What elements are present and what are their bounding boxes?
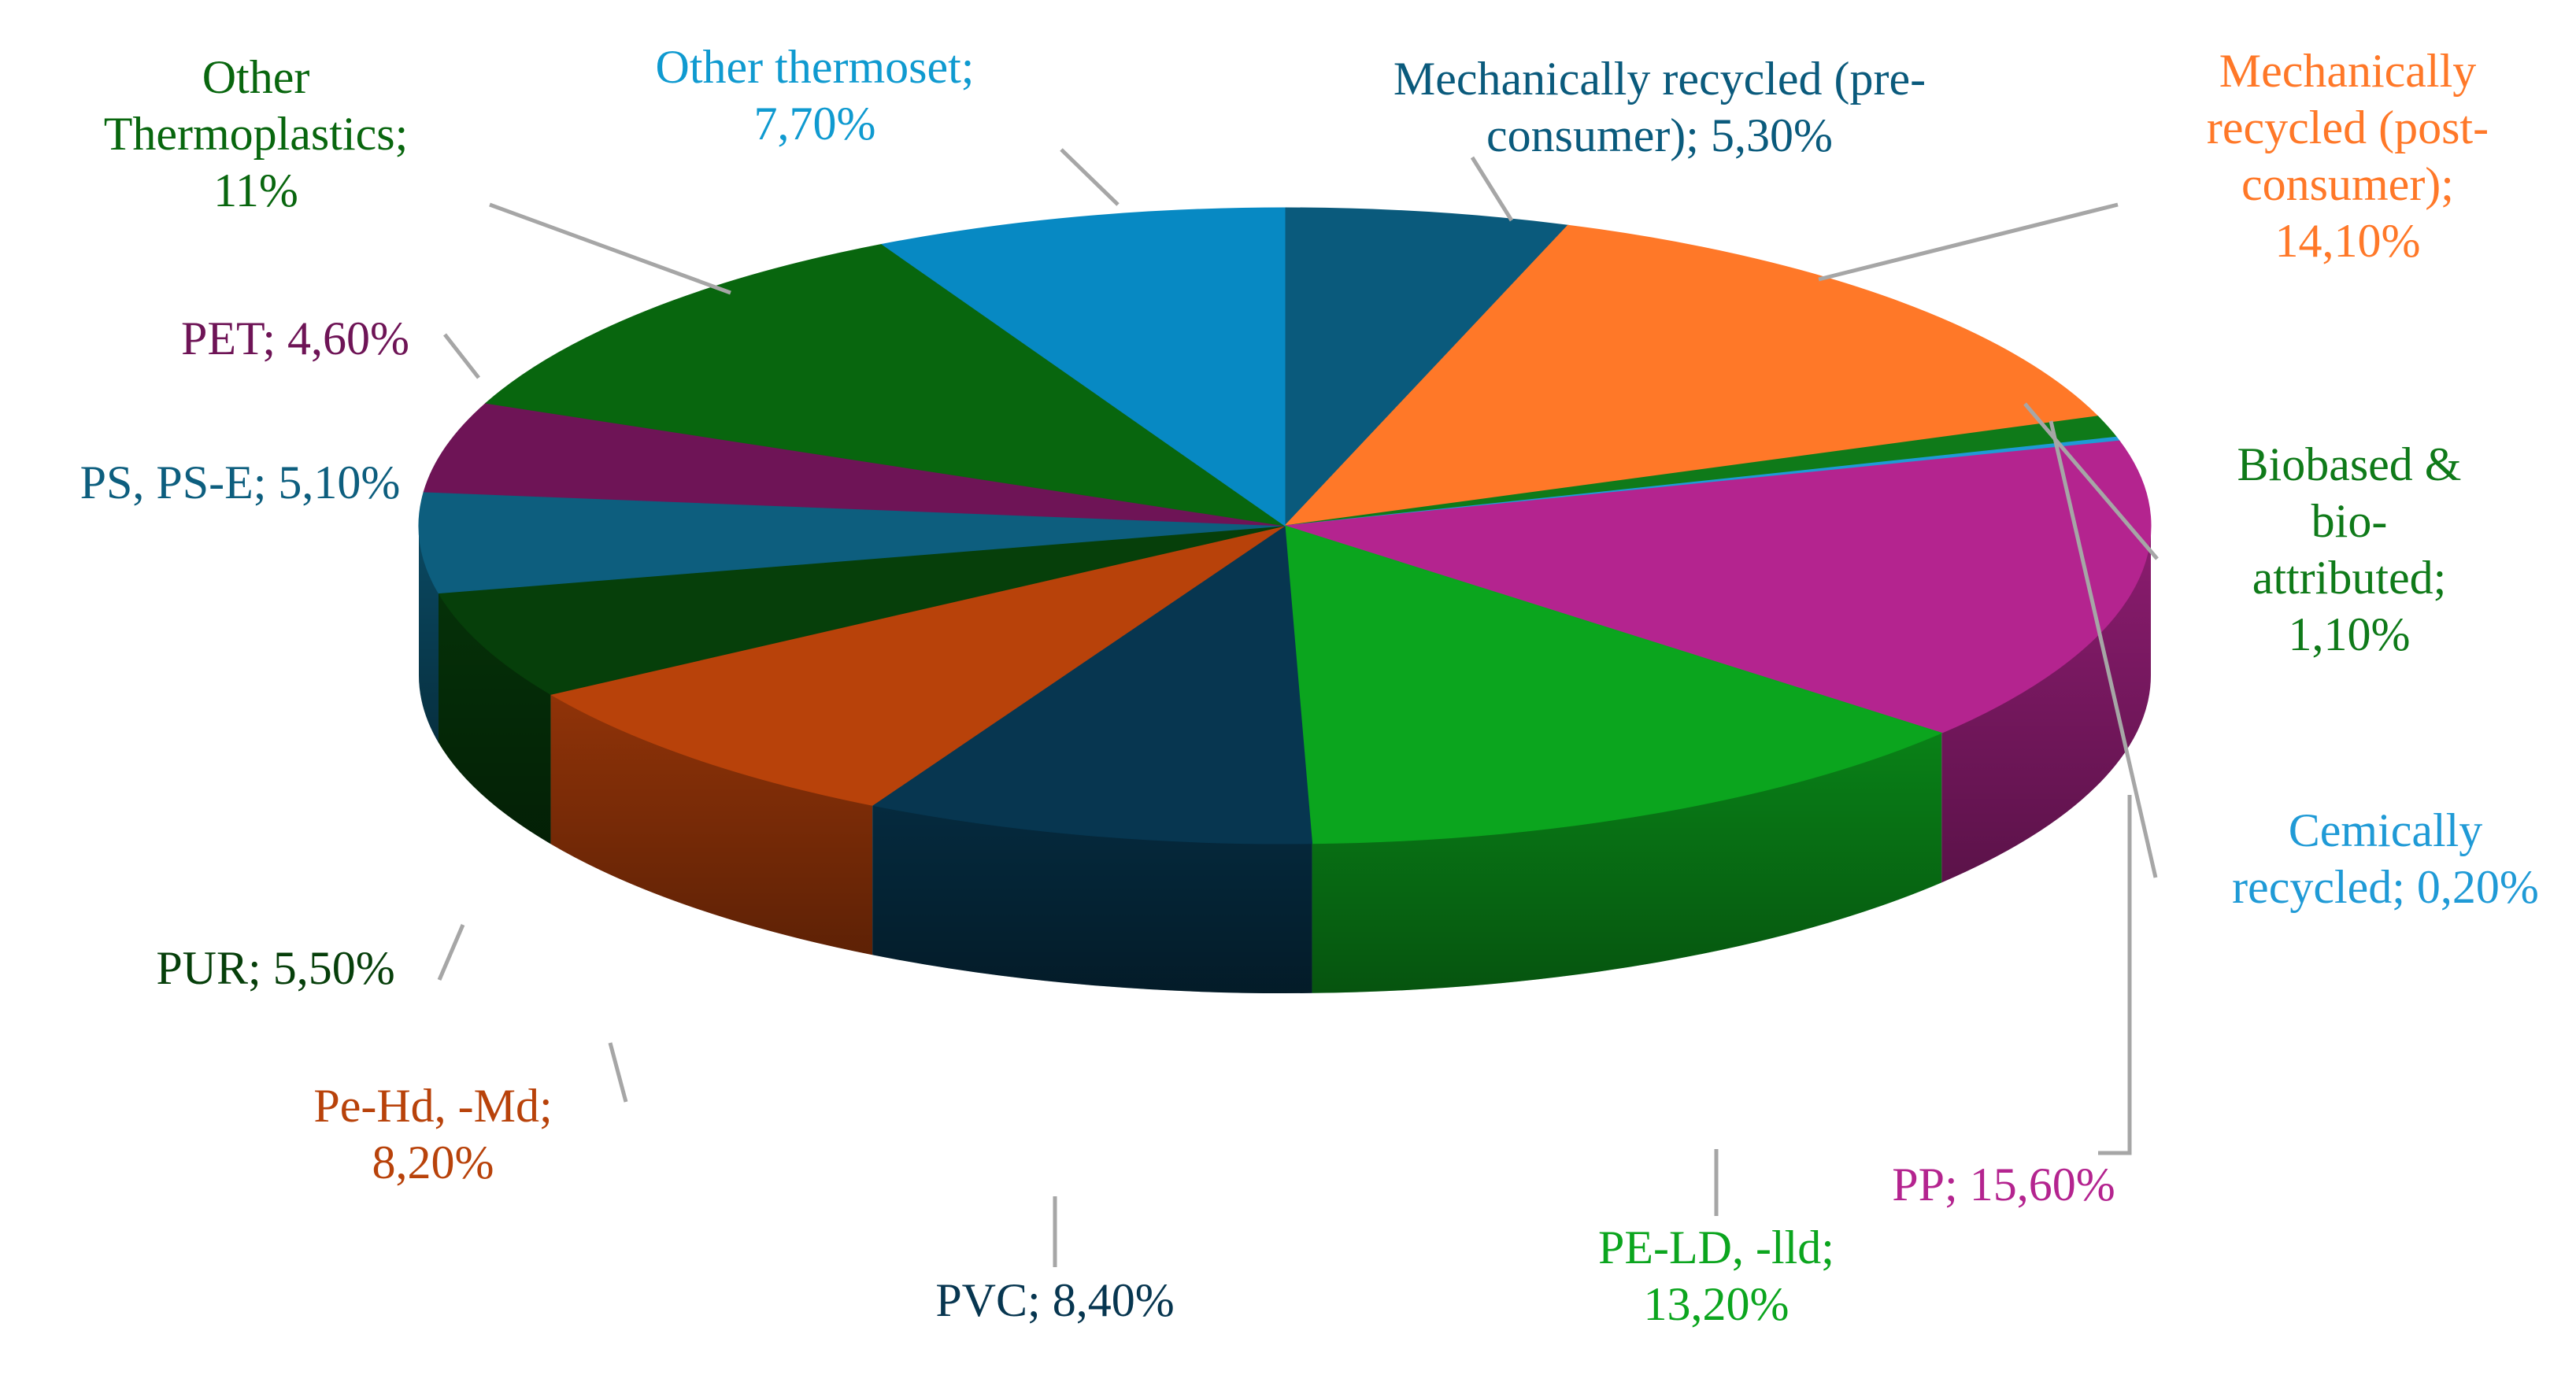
leader-line-other-tp — [489, 202, 731, 295]
data-label-line: 7,70% — [754, 98, 876, 150]
pie-side-shade-pvc — [872, 805, 1312, 994]
data-label-other-tp: Other Thermoplastics; 11% — [104, 51, 409, 216]
leader-line-chem — [2049, 420, 2158, 878]
leader-line-other-ts — [1060, 148, 1120, 206]
data-label-pur: PUR; 5,50% — [156, 942, 394, 994]
pie-slice-other-ts — [881, 207, 1286, 527]
data-label-line: Mechanically — [2219, 45, 2477, 97]
pie-side-shade-pur — [439, 593, 551, 844]
data-label-ps: PS, PS-E; 5,10% — [80, 456, 401, 508]
data-label-line: 13,20% — [1644, 1278, 1790, 1330]
data-label-line: recycled; 0,20% — [2232, 861, 2539, 913]
data-label-line: bio- — [2311, 495, 2388, 547]
data-label-line: Biobased & — [2237, 438, 2462, 490]
data-label-line: Other — [202, 51, 310, 103]
pie-slice-pe-hd — [550, 525, 1286, 806]
data-label-pe-hd: Pe-Hd, -Md; 8,20% — [313, 1080, 552, 1188]
data-label-line: PUR; 5,50% — [156, 942, 394, 994]
data-label-line: Pe-Hd, -Md; — [313, 1080, 552, 1132]
data-label-line: 11% — [213, 164, 298, 216]
pie-side-shade-pe-hd — [550, 694, 873, 955]
leader-line-mech-post — [1818, 202, 2119, 282]
data-label-line: 14,10% — [2275, 215, 2421, 267]
data-label-line: consumer); — [2241, 158, 2454, 210]
pie-slice-pp — [1284, 440, 2152, 734]
data-label-line: 8,20% — [372, 1136, 494, 1188]
leader-line-pur — [437, 924, 465, 981]
data-label-chem: Cemically recycled; 0,20% — [2232, 804, 2539, 913]
pie-slice-pvc — [871, 525, 1313, 844]
pie-slice-pur — [438, 525, 1286, 695]
pie-sides — [419, 526, 2151, 994]
data-label-pet: PET; 4,60% — [181, 312, 409, 364]
data-label-line: 1,10% — [2289, 608, 2411, 660]
data-label-line: Thermoplastics; — [104, 108, 409, 160]
pie-slice-mech-post — [1283, 224, 2099, 527]
data-labels: Mechanically recycled (pre-consumer); 5,… — [80, 41, 2539, 1330]
data-label-line: Mechanically recycled (pre- — [1393, 53, 1926, 105]
data-label-line: PVC; 8,40% — [935, 1274, 1174, 1326]
pie-slice-mech-pre — [1284, 207, 1569, 527]
pie-side-shade-pe-ld — [1312, 733, 1942, 993]
leader-line-biobased — [2023, 402, 2159, 560]
data-label-mech-pre: Mechanically recycled (pre-consumer); 5,… — [1393, 53, 1926, 161]
data-label-line: Other thermoset; — [656, 41, 975, 93]
data-label-line: recycled (post- — [2207, 102, 2489, 153]
data-label-line: PE-LD, -lld; — [1598, 1221, 1834, 1273]
data-label-line: PET; 4,60% — [181, 312, 409, 364]
data-label-mech-post: Mechanically recycled (post-consumer); 14,… — [2207, 45, 2489, 267]
data-label-pe-ld: PE-LD, -lld; 13,20% — [1598, 1221, 1834, 1330]
leader-line-pe-hd — [608, 1042, 628, 1103]
data-label-other-ts: Other thermoset; 7,70% — [656, 41, 975, 150]
pie-side-shade-pp — [1941, 526, 2151, 883]
pie-side-shade-ps — [419, 526, 439, 743]
data-label-pvc: PVC; 8,40% — [935, 1274, 1174, 1326]
leader-lines — [437, 148, 2159, 1267]
data-label-pp: PP; 15,60% — [1892, 1159, 2115, 1210]
pie-slice-pe-ld — [1284, 525, 1943, 844]
leader-line-pp — [2098, 795, 2132, 1155]
leader-line-pet — [443, 333, 480, 379]
data-label-line: PP; 15,60% — [1892, 1159, 2115, 1210]
pie-slice-other-tp — [484, 243, 1286, 527]
leader-line-mech-pre — [1470, 156, 1514, 222]
data-label-line: consumer); 5,30% — [1486, 109, 1833, 161]
data-label-biobased: Biobased & bio-attributed; 1,10% — [2237, 438, 2462, 660]
data-label-line: Cemically — [2289, 804, 2483, 856]
pie-top — [418, 207, 2152, 844]
data-label-line: attributed; — [2252, 552, 2447, 604]
pie-slice-ps — [418, 491, 1286, 594]
data-label-line: PS, PS-E; 5,10% — [80, 456, 401, 508]
pie-slice-pet — [423, 402, 1286, 527]
